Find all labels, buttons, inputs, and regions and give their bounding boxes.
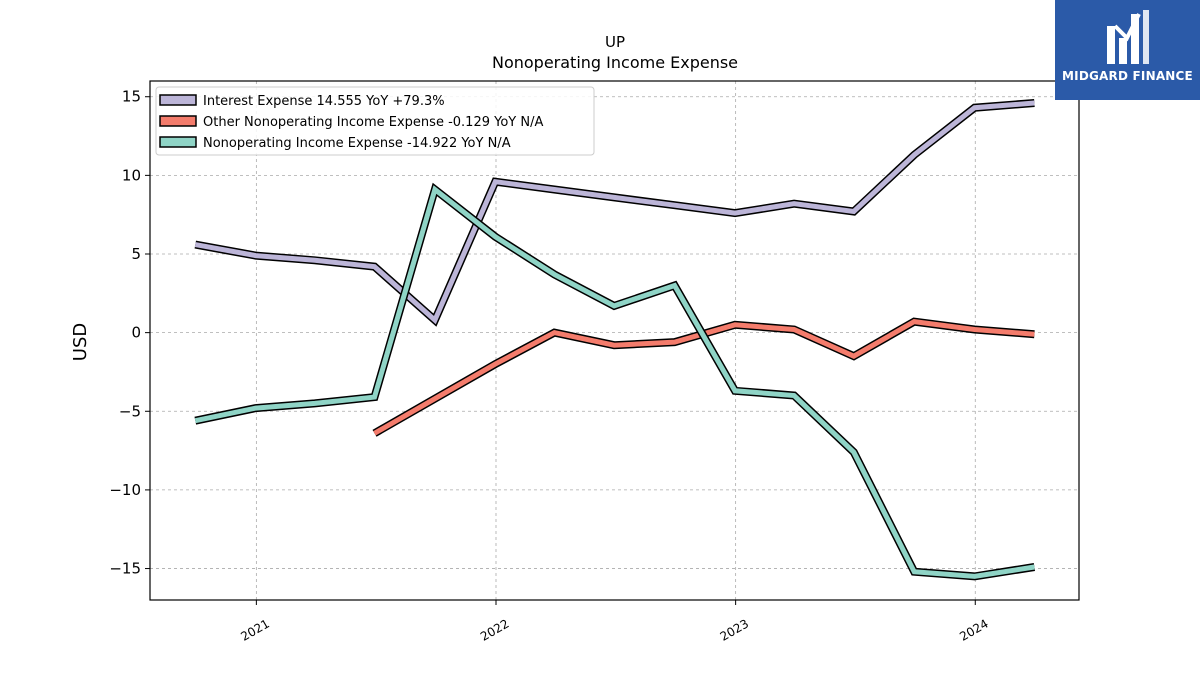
chart-title: UP — [605, 33, 625, 51]
y-axis-label: USD — [70, 323, 91, 361]
brand-logo-text: MIDGARD FINANCE — [1062, 69, 1193, 83]
legend-box — [155, 86, 595, 156]
brand-logo: MIDGARD FINANCE — [1055, 0, 1200, 100]
chart-subtitle: Nonoperating Income Expense — [492, 53, 738, 72]
y-tick-label: 0 — [131, 324, 141, 342]
y-tick-label: 10 — [122, 166, 141, 184]
y-tick-label: 15 — [122, 88, 141, 106]
y-tick-label: −10 — [109, 481, 141, 499]
x-tick-label: 2024 — [957, 616, 990, 643]
series-line-2 — [194, 185, 1035, 579]
legend-label-0: Interest Expense 14.555 YoY +79.3% — [203, 94, 445, 109]
series-layer — [194, 99, 1036, 581]
x-tick-label: 2021 — [238, 616, 271, 643]
brand-logo-icon — [1107, 10, 1149, 64]
series-outline-2 — [194, 182, 1036, 581]
grid — [150, 81, 1079, 600]
y-tick-label: 5 — [131, 245, 141, 263]
ticks: −15 −10 −5 0 5 10 15 2021 2022 2023 2024 — [109, 88, 990, 644]
legend: Interest Expense 14.555 YoY +79.3% Other … — [155, 86, 595, 156]
y-tick-label: −5 — [119, 402, 141, 420]
x-tick-label: 2023 — [718, 616, 751, 643]
legend-swatch-1 — [159, 115, 197, 127]
legend-swatch-2 — [159, 136, 197, 148]
x-tick-label: 2022 — [478, 616, 511, 643]
legend-label-1: Other Nonoperating Income Expense -0.129… — [203, 115, 543, 130]
legend-swatch-0 — [159, 94, 197, 106]
series-line-0 — [194, 100, 1035, 325]
legend-label-2: Nonoperating Income Expense -14.922 YoY … — [203, 136, 511, 151]
y-tick-label: −15 — [109, 560, 141, 578]
plot-frame — [149, 80, 1080, 601]
